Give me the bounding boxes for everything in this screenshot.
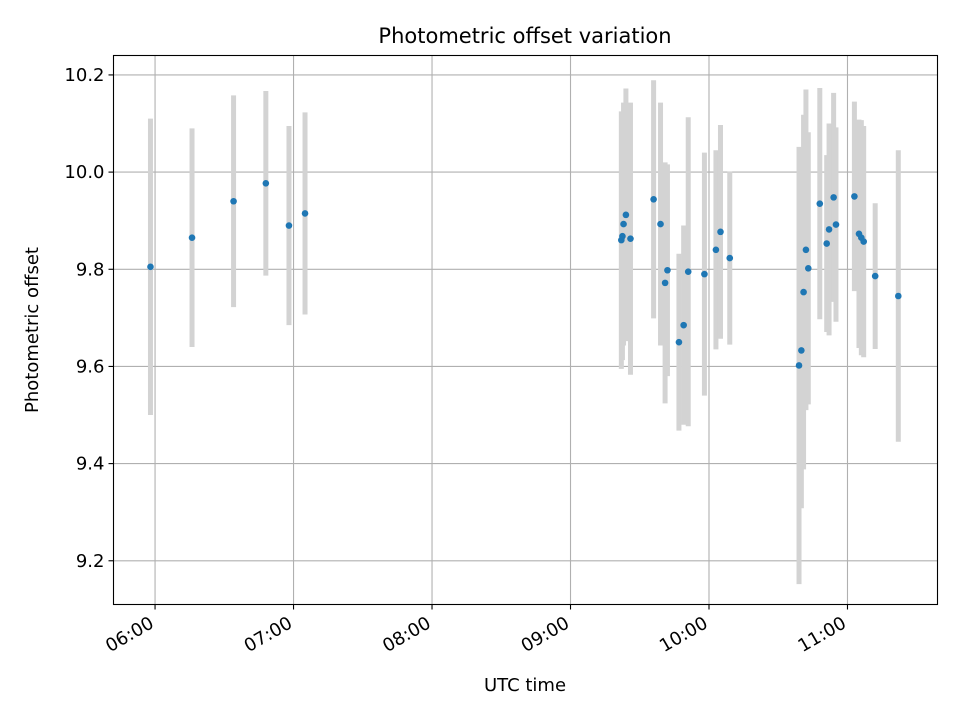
data-point	[620, 220, 627, 228]
data-point	[285, 222, 293, 229]
y-tick-label: 9.8	[76, 259, 105, 280]
data-point	[301, 210, 309, 217]
data-point	[802, 246, 810, 254]
y-axis-ticks: 9.2 9.4 9.6 9.8 10.0 10.2	[64, 65, 114, 572]
error-bars	[147, 80, 901, 585]
x-tick-label: 07:00	[241, 613, 296, 657]
data-point	[800, 288, 807, 296]
data-point	[147, 263, 154, 271]
data-point	[717, 228, 724, 236]
data-point	[804, 264, 812, 272]
data-point	[701, 270, 708, 278]
data-point	[657, 220, 664, 228]
data-point	[650, 196, 657, 203]
data-point	[830, 194, 837, 201]
data-point	[684, 268, 692, 275]
data-points	[147, 179, 902, 369]
data-point	[262, 179, 270, 187]
x-tick-label: 08:00	[379, 613, 434, 657]
data-point	[871, 272, 879, 280]
x-axis-ticks: 06:00 07:00 08:00 09:00 10:00 11:00	[102, 604, 850, 657]
data-point	[188, 234, 196, 241]
chart-title: Photometric offset variation	[378, 24, 671, 48]
data-point	[230, 197, 237, 205]
x-tick-label: 11:00	[795, 613, 850, 657]
data-point	[619, 232, 626, 240]
x-axis-label: UTC time	[484, 675, 566, 696]
data-point	[851, 193, 858, 200]
x-tick-label: 10:00	[656, 613, 711, 657]
data-point	[675, 338, 683, 346]
y-tick-label: 10.2	[64, 65, 104, 86]
data-point	[664, 266, 671, 274]
data-point	[795, 362, 803, 369]
x-tick-label: 09:00	[518, 613, 573, 657]
y-tick-label: 9.4	[76, 454, 105, 475]
data-point	[680, 321, 687, 329]
data-point	[622, 211, 630, 219]
data-point	[798, 347, 805, 354]
data-point	[825, 226, 833, 233]
y-tick-label: 10.0	[64, 162, 104, 183]
data-point	[895, 292, 902, 300]
y-tick-label: 9.6	[76, 356, 105, 377]
data-point	[726, 254, 734, 262]
data-point	[860, 238, 867, 245]
grid-lines	[113, 55, 938, 605]
x-tick-label: 06:00	[102, 613, 157, 657]
y-axis-label: Photometric offset	[22, 247, 43, 413]
data-point	[712, 246, 720, 254]
data-point	[823, 240, 831, 247]
data-point	[661, 279, 669, 287]
y-tick-label: 9.2	[76, 551, 105, 572]
data-point	[627, 235, 634, 242]
data-point	[816, 200, 824, 207]
data-point	[832, 221, 840, 228]
plot-area-frame	[112, 54, 939, 606]
